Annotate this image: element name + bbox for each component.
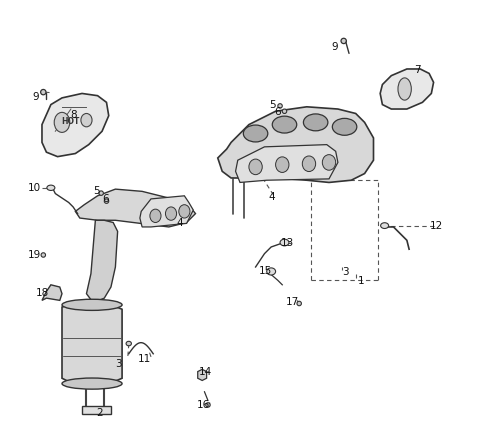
Ellipse shape (272, 116, 297, 133)
Ellipse shape (41, 89, 46, 95)
Ellipse shape (267, 268, 276, 275)
Polygon shape (75, 189, 195, 227)
Polygon shape (380, 69, 433, 109)
Text: 11: 11 (138, 354, 151, 364)
Polygon shape (42, 93, 109, 157)
Ellipse shape (332, 118, 357, 135)
Text: HOT: HOT (61, 117, 79, 125)
Ellipse shape (243, 125, 268, 142)
Polygon shape (140, 196, 193, 227)
Text: 15: 15 (259, 267, 272, 276)
Ellipse shape (297, 301, 301, 306)
Text: 6: 6 (102, 194, 108, 204)
Ellipse shape (276, 157, 289, 173)
Ellipse shape (54, 113, 70, 133)
Ellipse shape (302, 156, 316, 172)
Text: 13: 13 (281, 239, 294, 248)
Text: 9: 9 (32, 92, 38, 102)
Ellipse shape (104, 199, 109, 203)
Ellipse shape (126, 341, 132, 346)
Text: 9: 9 (331, 42, 337, 52)
Polygon shape (236, 145, 338, 182)
Ellipse shape (62, 378, 122, 389)
Ellipse shape (282, 109, 287, 113)
Text: 12: 12 (430, 221, 444, 231)
Polygon shape (218, 107, 373, 182)
Polygon shape (62, 303, 122, 385)
Polygon shape (42, 285, 62, 300)
Text: 19: 19 (28, 250, 41, 259)
Ellipse shape (381, 222, 389, 229)
Ellipse shape (323, 154, 336, 170)
Ellipse shape (341, 38, 347, 44)
Ellipse shape (280, 239, 289, 246)
Text: 10: 10 (28, 183, 41, 193)
Ellipse shape (47, 185, 55, 190)
Ellipse shape (278, 104, 282, 108)
Text: 5: 5 (93, 186, 99, 196)
Text: 16: 16 (197, 400, 210, 410)
Polygon shape (198, 369, 206, 380)
Ellipse shape (249, 159, 262, 175)
Ellipse shape (179, 205, 190, 218)
Ellipse shape (62, 299, 122, 311)
Ellipse shape (41, 253, 46, 257)
Text: 14: 14 (199, 368, 212, 377)
Ellipse shape (206, 403, 210, 407)
Ellipse shape (398, 78, 411, 100)
Ellipse shape (150, 209, 161, 222)
Ellipse shape (303, 114, 328, 131)
Ellipse shape (99, 191, 103, 195)
Bar (82, 406, 111, 414)
Text: 17: 17 (286, 297, 299, 307)
Text: 18: 18 (36, 288, 49, 298)
Text: 6: 6 (275, 107, 281, 117)
Ellipse shape (81, 113, 92, 127)
Text: 8: 8 (71, 110, 77, 120)
Text: 1: 1 (358, 276, 364, 286)
Text: 4: 4 (177, 218, 183, 228)
Text: 7: 7 (414, 65, 420, 75)
Text: 2: 2 (96, 408, 103, 418)
Ellipse shape (166, 207, 177, 220)
Polygon shape (86, 220, 118, 303)
Text: 5: 5 (269, 100, 276, 110)
Text: 4: 4 (269, 192, 276, 202)
Text: 3: 3 (116, 359, 122, 368)
Text: 3: 3 (343, 267, 349, 277)
